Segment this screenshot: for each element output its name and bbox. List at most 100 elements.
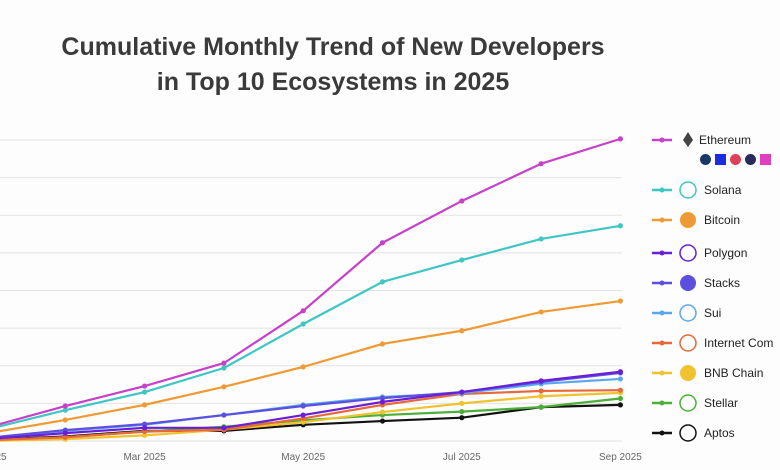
data-point — [142, 428, 148, 435]
series-solana — [0, 223, 624, 428]
l2-logo-icon — [715, 154, 726, 165]
data-point — [300, 403, 306, 409]
x-tick-label: May 2025 — [281, 452, 325, 463]
x-tick-label: Jul 2025 — [443, 452, 481, 463]
legend-label: Bitcoin — [704, 213, 740, 227]
bitcoin-icon — [680, 212, 696, 228]
legend-label: BNB Chain — [704, 366, 763, 380]
data-point — [617, 387, 624, 393]
legend-marker — [659, 217, 665, 223]
legend-marker — [659, 430, 665, 436]
legend-marker — [659, 370, 665, 376]
data-point — [142, 432, 148, 438]
x-tick-label: Mar 2025 — [123, 452, 166, 463]
chart-title: Cumulative Monthly Trend of New Develope… — [0, 30, 666, 100]
data-point — [617, 136, 624, 142]
legend-label: Solana — [704, 183, 742, 197]
data-point — [62, 417, 68, 423]
data-point — [617, 298, 624, 304]
stacks-icon — [680, 275, 696, 291]
series-polygon — [0, 369, 624, 440]
legend-item[interactable]: Bitcoin — [652, 212, 740, 228]
data-point — [142, 389, 148, 395]
legend-item[interactable]: Solana — [652, 181, 742, 199]
legend-item[interactable]: Ethereum — [652, 132, 751, 147]
data-point — [538, 236, 544, 242]
l2-logo-icon — [745, 154, 756, 165]
data-point — [538, 378, 544, 384]
legend-label: Sui — [704, 306, 721, 320]
bnb-chain-icon — [680, 365, 696, 381]
x-tick-label: Jan 2025 — [0, 452, 7, 463]
legend-marker — [659, 250, 665, 256]
data-point — [459, 328, 465, 334]
internet-computer-icon — [679, 334, 697, 352]
legend-item[interactable]: Aptos — [652, 424, 735, 442]
series-ethereum — [0, 136, 624, 426]
series-bitcoin — [0, 298, 624, 433]
series-stacks — [0, 370, 624, 438]
legend-label: Stellar — [704, 396, 738, 410]
solana-icon — [679, 181, 697, 199]
legend-marker — [659, 310, 665, 316]
data-point — [379, 341, 386, 347]
data-point — [459, 198, 465, 204]
data-point — [142, 421, 148, 427]
data-point — [221, 425, 227, 431]
data-point — [221, 365, 227, 371]
legend-label: Stacks — [704, 276, 740, 290]
data-point — [142, 383, 148, 389]
legend-marker — [659, 187, 665, 193]
legend-item[interactable]: Stellar — [652, 394, 738, 412]
l2-logo-icon — [700, 154, 711, 165]
legend-marker — [659, 400, 665, 406]
data-point — [142, 425, 148, 431]
chart-title-line-2: in Top 10 Ecosystems in 2025 — [156, 68, 510, 96]
data-point — [538, 404, 544, 410]
legend-label: Ethereum — [699, 133, 751, 147]
stellar-icon — [679, 394, 697, 412]
sui-icon — [679, 304, 697, 322]
data-point — [538, 161, 544, 167]
data-point — [617, 402, 624, 408]
data-point — [459, 409, 465, 415]
data-point — [459, 389, 465, 395]
data-point — [379, 395, 386, 401]
data-point — [379, 399, 386, 405]
legend-item[interactable]: Stacks — [652, 275, 740, 291]
legend-marker — [659, 280, 665, 286]
data-point — [300, 412, 306, 418]
data-point — [617, 223, 624, 229]
data-point — [459, 400, 465, 406]
data-point — [379, 418, 386, 424]
legend-label: Polygon — [704, 246, 747, 260]
data-point — [221, 360, 227, 366]
data-point — [62, 430, 68, 436]
legend-item[interactable]: Sui — [652, 304, 721, 322]
data-point — [300, 321, 306, 327]
legend-marker — [659, 340, 665, 346]
legend-marker — [659, 137, 665, 143]
x-tick-label: Sep 2025 — [599, 452, 642, 463]
l2-logo-icon — [760, 154, 771, 165]
ethereum-icon — [683, 132, 693, 147]
data-point — [62, 403, 68, 409]
legend-item[interactable]: Internet Com — [652, 334, 773, 352]
data-point — [459, 415, 465, 421]
aptos-icon — [679, 424, 697, 442]
legend-label: Internet Com — [704, 336, 773, 350]
data-point — [617, 376, 624, 382]
l2-logo-icon — [730, 154, 741, 165]
data-point — [300, 419, 306, 425]
legend-label: Aptos — [704, 426, 735, 440]
data-point — [221, 384, 227, 390]
data-point — [459, 257, 465, 263]
data-point — [62, 434, 68, 440]
data-point — [379, 279, 386, 285]
legend-item[interactable]: Polygon — [652, 244, 747, 262]
data-point — [538, 393, 544, 399]
polygon-icon — [679, 244, 697, 262]
legend-item[interactable]: BNB Chain — [652, 365, 763, 381]
data-point — [300, 364, 306, 370]
